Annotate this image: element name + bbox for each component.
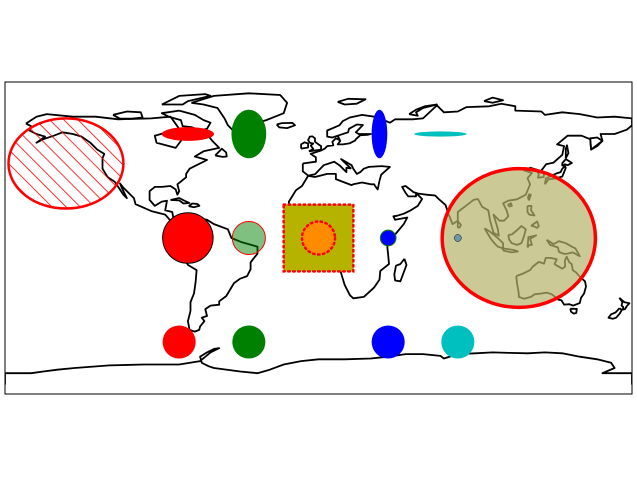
coastline-new-zealand-south	[607, 307, 623, 320]
coastline-new-zealand-north	[618, 297, 631, 311]
coastline-antarctica	[5, 347, 632, 385]
coastline-ellesmere-island	[161, 93, 212, 106]
map-frame	[4, 81, 633, 395]
coastline-cuba	[170, 197, 191, 205]
coastline-severnaya-zemlya	[483, 96, 505, 104]
circle-blue-tropics	[379, 229, 397, 247]
circle-steelblue-tropics	[454, 234, 462, 242]
coastline-svalbard	[337, 97, 367, 106]
coastline-ireland	[300, 141, 310, 150]
coastline-sakhalin	[564, 144, 570, 159]
hatched-ellipse-pacific	[7, 117, 125, 210]
map-patches	[7, 109, 598, 359]
coastline-madagascar	[393, 258, 408, 283]
coastline-kamchatka-coast	[589, 136, 604, 151]
coastline-hispaniola	[188, 202, 201, 209]
coastline-newfoundland	[214, 147, 228, 158]
circle-green-south	[232, 325, 266, 359]
coastline-scandinavia	[336, 123, 372, 146]
flat-ellipse-cyan-north	[414, 131, 467, 137]
coastline-great-britain	[307, 135, 323, 153]
circle-cyan-south	[441, 325, 475, 359]
coastline-victoria-island	[112, 110, 144, 120]
circle-red-tropics	[162, 212, 214, 264]
coastline-iceland	[276, 122, 296, 130]
flat-ellipse-red-north	[161, 127, 214, 141]
circle-blue-south	[371, 325, 405, 359]
tall-ellipse-green-north	[231, 109, 267, 159]
coastline-tasmania	[569, 307, 578, 315]
circle-green-tropics	[231, 220, 266, 256]
coastline-novaya-zemlya	[408, 103, 438, 117]
circle-red-south	[162, 325, 196, 359]
coastline-hokkaido	[561, 158, 573, 167]
large-ellipse-indonesia	[440, 166, 598, 310]
tall-ellipse-blue-north	[371, 109, 388, 159]
circle-orange-africa	[300, 220, 337, 256]
